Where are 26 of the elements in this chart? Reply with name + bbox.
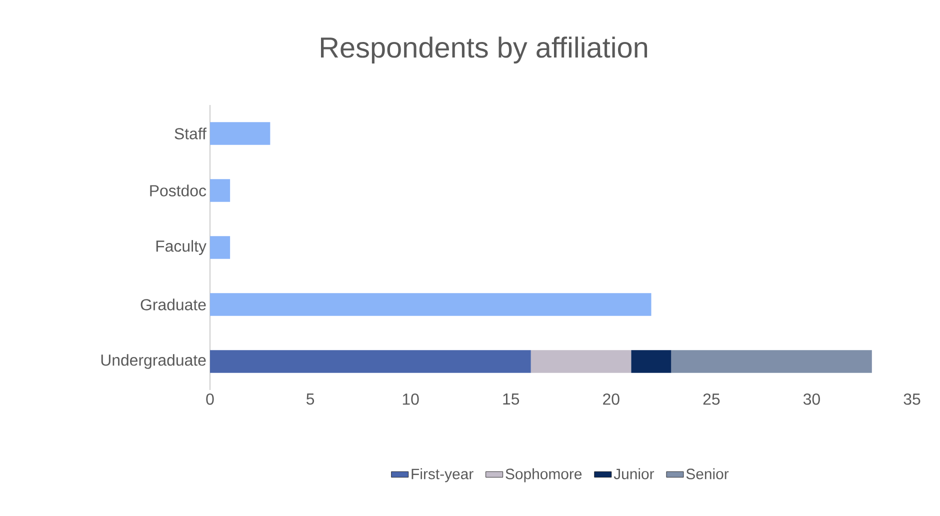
y-tick-label: Undergraduate [101,354,206,369]
bar [210,122,270,145]
y-tick-label: Staff [174,128,207,140]
y-tick-label: Graduate [140,298,206,310]
bar [210,179,230,202]
legend-label: Senior [686,468,729,480]
chart-title: Respondents by affiliation [320,36,648,64]
x-tick-label: 10 [402,394,419,405]
legend-label: Junior [614,468,654,480]
x-tick-label: 35 [904,394,920,405]
x-tick-label: 20 [603,394,620,405]
bar [631,350,672,373]
legend-label: First-year [412,468,474,482]
x-tick-label: 25 [703,394,720,405]
x-tick-label: 5 [306,394,314,405]
x-tick-label: 30 [803,394,820,405]
bar [210,350,531,373]
y-tick-label: Postdoc [150,184,206,196]
bar [210,236,230,259]
x-tick-label: 0 [206,394,214,405]
bar [210,293,652,316]
bar [671,350,872,373]
y-tick-label: Faculty [156,240,206,255]
x-tick-label: 15 [503,394,520,405]
bar [530,350,632,373]
legend-label: Sophomore [506,468,582,482]
